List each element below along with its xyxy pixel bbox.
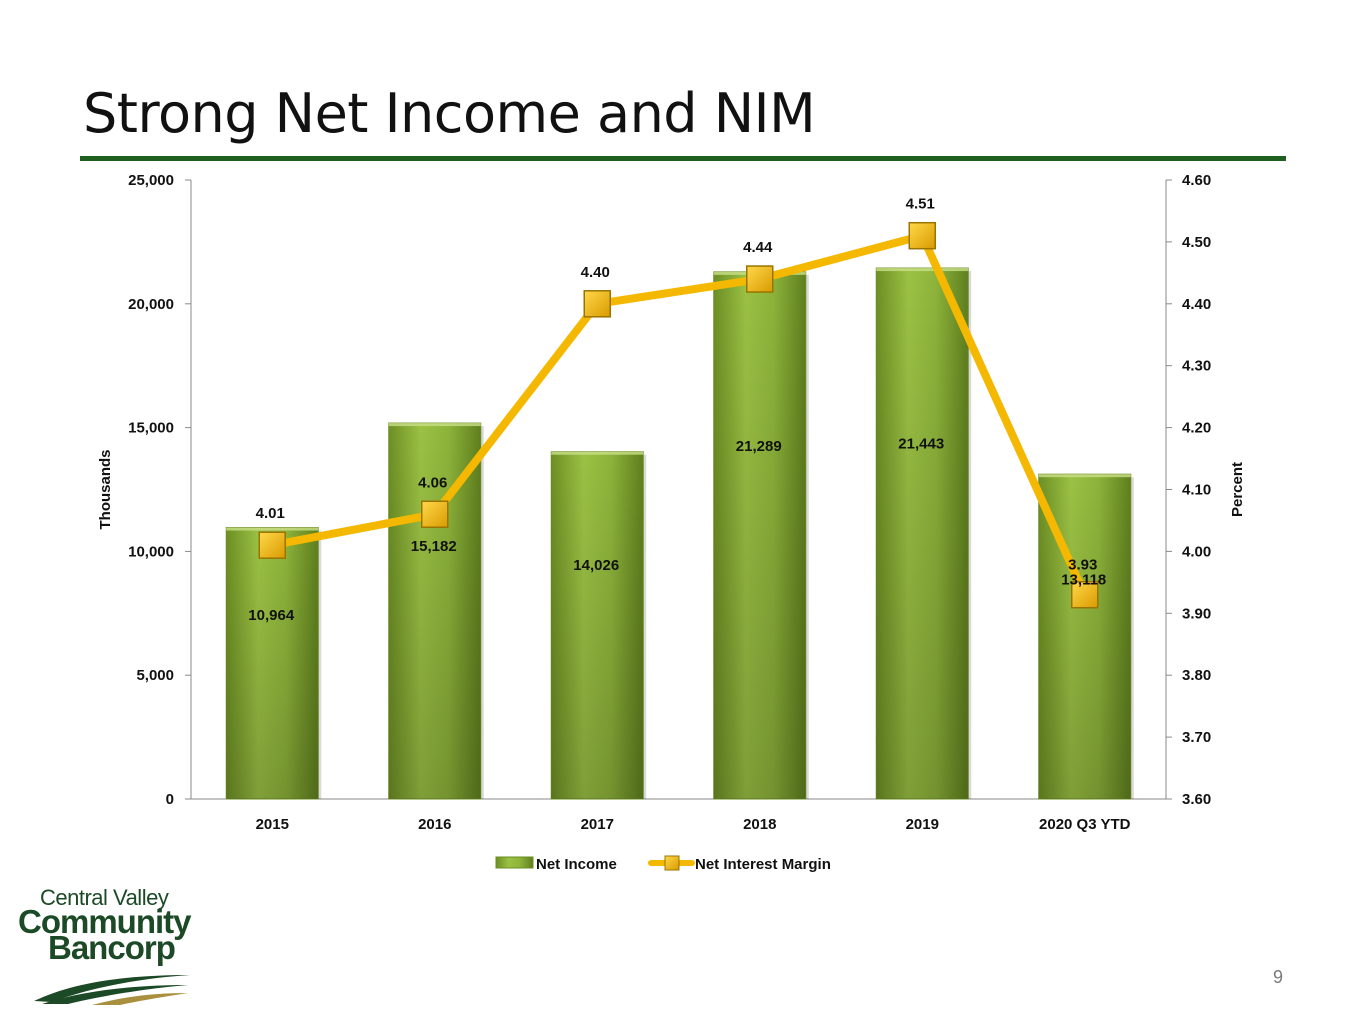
bar-shade	[551, 451, 644, 799]
nim-marker	[583, 290, 611, 318]
bar-value-label: 15,182	[411, 538, 457, 555]
nim-marker	[908, 221, 936, 250]
logo-text-central-valley: Central Valley	[40, 885, 169, 910]
bar-shade	[388, 423, 481, 799]
nim-marker	[746, 265, 774, 293]
right-tick-label: 4.40	[1182, 296, 1211, 313]
left-tick-label: 10,000	[128, 543, 174, 560]
bar-shade	[876, 268, 969, 800]
right-tick-label: 3.80	[1182, 667, 1211, 684]
bar-value-label: 21,443	[898, 436, 944, 453]
nim-marker	[421, 500, 449, 529]
bar-value-label: 21,289	[736, 438, 782, 455]
left-tick-label: 20,000	[128, 296, 174, 313]
net-income-nim-chart: 0 5,000 10,000 15,000 20,000 25,000 3.60 3.70 3.…	[97, 172, 1246, 873]
bar-highlight	[226, 527, 319, 531]
bar-shade	[713, 271, 806, 799]
x-tick-label: 2016	[418, 816, 451, 833]
x-tick-label: 2019	[906, 816, 939, 833]
company-logo: Central Valley Community Bancorp	[18, 885, 218, 1015]
nim-line	[268, 231, 1089, 599]
nim-value-label: 4.06	[418, 474, 447, 491]
nim-marker	[258, 531, 286, 559]
left-tick-label: 0	[166, 791, 174, 808]
right-axis-title: Percent	[1229, 462, 1246, 517]
logo-text-community: Community	[18, 903, 191, 940]
left-tick-label: 15,000	[128, 420, 174, 437]
right-tick-label: 4.00	[1182, 543, 1211, 560]
right-tick-label: 4.10	[1182, 482, 1211, 499]
logo-text-bancorp: Bancorp	[48, 929, 176, 966]
slide-title: Strong Net Income and NIM	[83, 82, 816, 145]
right-tick-label: 4.30	[1182, 358, 1211, 375]
nim-value-label: 4.40	[581, 264, 610, 281]
nim-marker	[1071, 580, 1099, 609]
bar-value-label: 14,026	[573, 557, 619, 574]
legend-swatch-nim	[664, 855, 680, 871]
legend-label-nim: Net Interest Margin	[695, 856, 831, 873]
bar-highlight	[551, 451, 644, 455]
bar-highlight	[1038, 474, 1131, 478]
left-axis-title: Thousands	[97, 449, 114, 529]
right-tick-label: 4.20	[1182, 420, 1211, 437]
x-tick-label: 2015	[256, 816, 289, 833]
x-tick-label: 2020 Q3 YTD	[1039, 816, 1131, 833]
nim-value-label: 4.01	[256, 505, 285, 522]
title-divider	[80, 156, 1286, 161]
left-tick-label: 25,000	[128, 172, 174, 189]
legend-swatch-net-income	[495, 856, 534, 869]
nim-value-label: 3.93	[1068, 557, 1097, 574]
nim-value-label: 4.51	[906, 196, 935, 213]
left-tick-label: 5,000	[136, 667, 174, 684]
bar-value-label: 10,964	[248, 607, 295, 624]
right-tick-label: 4.50	[1182, 234, 1211, 251]
right-tick-label: 4.60	[1182, 172, 1211, 189]
bar-highlight	[876, 268, 969, 272]
logo-swoosh-icon	[34, 975, 190, 1005]
legend-label-net-income: Net Income	[536, 856, 617, 873]
nim-value-label: 4.44	[743, 239, 773, 256]
page-number: 9	[1272, 967, 1283, 987]
bar-shade	[226, 527, 319, 799]
right-tick-label: 3.60	[1182, 791, 1211, 808]
x-tick-label: 2018	[743, 816, 776, 833]
right-tick-label: 3.90	[1182, 605, 1211, 622]
right-tick-label: 3.70	[1182, 729, 1211, 746]
bar-value-label: 13,118	[1061, 572, 1106, 589]
bar-highlight	[388, 423, 481, 427]
x-tick-label: 2017	[581, 816, 614, 833]
